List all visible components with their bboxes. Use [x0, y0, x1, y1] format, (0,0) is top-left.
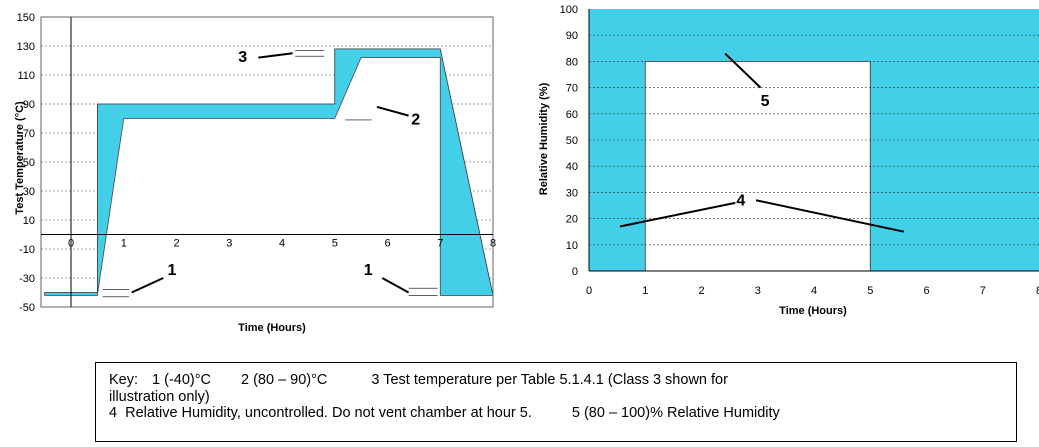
- callout-line: [724, 52, 762, 89]
- temperature-y-tick-label: -30: [19, 273, 35, 285]
- temperature-y-axis-label: Test Temperature (°C): [14, 101, 26, 215]
- temperature-y-tick-label: 130: [17, 41, 35, 53]
- key-line-2: illustration only): [109, 389, 1006, 406]
- temperature-x-tick-label: 7: [437, 238, 443, 250]
- temperature-x-tick-label: 4: [279, 238, 285, 250]
- temperature-y-tick-label: 50: [23, 157, 35, 169]
- humidity-x-axis-label: Time (Hours): [779, 305, 847, 317]
- humidity-tick-labels: 1009080706050403020100012345678: [560, 4, 1039, 297]
- humidity-y-tick-label: 20: [566, 214, 578, 226]
- temperature-y-tick-label: 150: [17, 12, 35, 24]
- humidity-y-tick-label: 50: [566, 135, 578, 147]
- temperature-annotations: 1 1 2 3: [102, 49, 438, 298]
- temperature-y-tick-label: 30: [23, 186, 35, 198]
- humidity-x-tick-label: 7: [980, 285, 986, 297]
- humidity-y-tick-label: 60: [566, 109, 578, 121]
- annotation-4: 4: [736, 193, 745, 210]
- temperature-y-tick-label: 70: [23, 128, 35, 140]
- temperature-band: [44, 48, 494, 296]
- key-item-5: 5 (80 – 100)% Relative Humidity: [571, 405, 780, 421]
- humidity-x-tick-label: 6: [923, 285, 929, 297]
- humidity-y-axis-label: Relative Humidity (%): [538, 82, 550, 195]
- callout-line: [381, 277, 410, 294]
- temperature-x-tick-label: 6: [384, 238, 390, 250]
- temperature-x-tick-label: 5: [332, 238, 338, 250]
- humidity-y-tick-label: 100: [560, 4, 578, 16]
- humidity-x-tick-label: 3: [755, 285, 761, 297]
- humidity-y-tick-label: 70: [566, 83, 578, 95]
- key-item-2: 2 (80 – 90)°C: [241, 372, 328, 388]
- key-item-4: 4 Relative Humidity, uncontrolled. Do no…: [109, 405, 532, 421]
- temperature-x-tick-label: 1: [121, 238, 127, 250]
- humidity-gridlines: [589, 34, 1039, 246]
- temperature-x-tick-label: 2: [173, 238, 179, 250]
- humidity-chart: 1009080706050403020100012345678 45 Time …: [538, 4, 1039, 317]
- key-item-3-cont: illustration only): [109, 388, 210, 405]
- temperature-y-tick-label: -50: [19, 302, 35, 314]
- humidity-y-tick-label: 0: [572, 266, 578, 278]
- callout-line: [755, 199, 905, 233]
- key-item-1: 1 (-40)°C: [152, 372, 211, 388]
- temperature-y-tick-label: 10: [23, 215, 35, 227]
- humidity-x-tick-label: 8: [1036, 285, 1039, 297]
- humidity-y-tick-label: 30: [566, 187, 578, 199]
- key-line-3: 4 Relative Humidity, uncontrolled. Do no…: [109, 405, 1006, 422]
- temperature-x-tick-label: 3: [226, 238, 232, 250]
- temperature-tick-labels: 150 130 110 90 70 50 30 10 -10 -30 -50 0 1 2 3 4 5 6 7 8: [17, 12, 496, 314]
- callout-line: [131, 277, 164, 294]
- humidity-axes: [588, 9, 1039, 272]
- temperature-y-tick-label: -10: [19, 244, 35, 256]
- humidity-y-tick-label: 90: [566, 30, 578, 42]
- annotation-1-left: 1: [168, 262, 177, 279]
- callout-line: [619, 201, 736, 228]
- humidity-x-tick-label: 0: [586, 285, 592, 297]
- annotation-2: 2: [411, 111, 420, 128]
- annotation-5: 5: [761, 93, 770, 110]
- annotation-1-right: 1: [364, 262, 373, 279]
- temperature-axes: [40, 16, 494, 308]
- key-legend: Key: 1 (-40)°C 2 (80 – 90)°C 3 Test tempera…: [95, 362, 1017, 442]
- annotation-3: 3: [238, 49, 247, 66]
- temperature-x-tick-label: 8: [490, 238, 496, 250]
- humidity-y-tick-label: 10: [566, 240, 578, 252]
- humidity-x-tick-label: 2: [698, 285, 704, 297]
- temperature-inner-profile: [96, 57, 441, 296]
- callout-line: [376, 105, 409, 117]
- humidity-y-tick-label: 80: [566, 56, 578, 68]
- humidity-annotations: 45: [619, 52, 905, 233]
- key-lead: Key:: [109, 372, 139, 388]
- temperature-y-tick-label: 110: [17, 70, 35, 82]
- key-item-3: 3 Test temperature per Table 5.1.4.1 (Cl…: [371, 372, 728, 388]
- temperature-y-tick-label: 90: [23, 99, 35, 111]
- callout-line: [258, 52, 293, 59]
- temperature-plot-frame: [40, 16, 494, 308]
- temperature-x-tick-label: 0: [68, 238, 74, 250]
- humidity-y-tick-label: 40: [566, 161, 578, 173]
- humidity-x-tick-label: 1: [642, 285, 648, 297]
- humidity-x-tick-label: 4: [811, 285, 817, 297]
- temperature-x-axis-label: Time (Hours): [238, 322, 306, 334]
- humidity-x-tick-label: 5: [867, 285, 873, 297]
- key-line-1: Key: 1 (-40)°C 2 (80 – 90)°C 3 Test tempera…: [109, 372, 1006, 389]
